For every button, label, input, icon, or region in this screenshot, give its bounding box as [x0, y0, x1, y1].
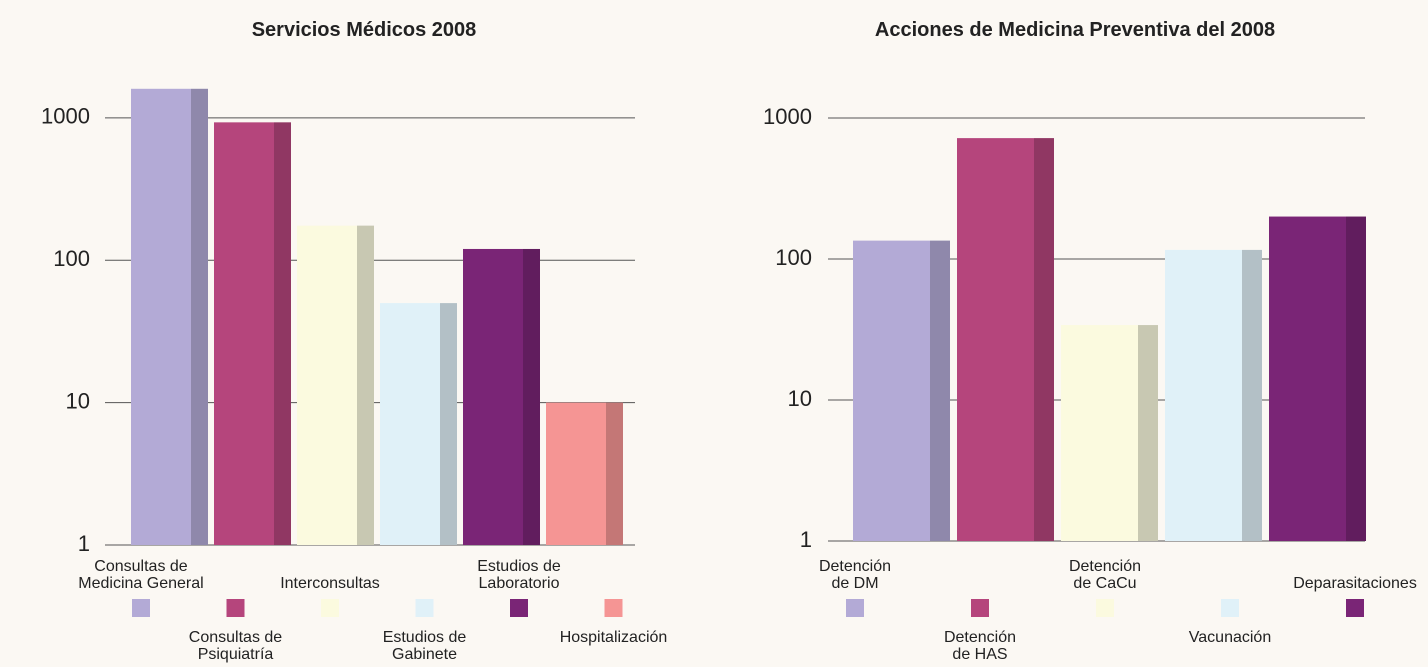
legend-label: Interconsultas — [280, 575, 380, 592]
bar-side-shade — [1242, 250, 1262, 541]
bar — [1165, 250, 1242, 541]
bar — [131, 89, 191, 545]
legend-swatch — [1096, 599, 1114, 617]
chart-title: Acciones de Medicina Preventiva del 2008 — [875, 19, 1275, 41]
legend-swatch — [321, 599, 339, 617]
bar-side-shade — [274, 122, 291, 545]
bar — [380, 303, 440, 545]
bar — [297, 226, 357, 545]
charts: Servicios Médicos 2008 1 10 100 1000 Consulta… — [0, 0, 1428, 667]
legend-swatch — [416, 599, 434, 617]
legend-swatch — [846, 599, 864, 617]
bar-side-shade — [440, 303, 457, 545]
bar-side-shade — [191, 89, 208, 545]
bar — [546, 403, 606, 545]
legend-swatch — [132, 599, 150, 617]
y-tick-label: 1 — [800, 527, 812, 552]
legend-label: Deparasitaciones — [1293, 575, 1417, 592]
bar — [853, 241, 930, 541]
y-tick-label: 1 — [78, 531, 90, 556]
legend-swatch — [510, 599, 528, 617]
page: Servicios Médicos 2008 1 10 100 1000 Consulta… — [0, 0, 1428, 667]
y-tick-label: 10 — [66, 388, 90, 413]
bar-side-shade — [1138, 325, 1158, 541]
bar-side-shade — [930, 241, 950, 541]
bar-side-shade — [523, 249, 540, 545]
bar-side-shade — [606, 403, 623, 545]
legend-label: Hospitalización — [560, 629, 668, 646]
bar — [214, 122, 274, 545]
y-tick-label: 1000 — [763, 104, 812, 129]
bar — [463, 249, 523, 545]
bar — [1061, 325, 1138, 541]
legend-label: Vacunación — [1189, 629, 1271, 646]
legend-swatch — [1346, 599, 1364, 617]
bar — [957, 138, 1034, 541]
legend-swatch — [227, 599, 245, 617]
bar-side-shade — [357, 226, 374, 545]
bar — [1269, 217, 1346, 541]
y-tick-label: 100 — [775, 245, 812, 270]
y-tick-label: 100 — [53, 246, 90, 271]
legend-swatch — [1221, 599, 1239, 617]
legend-swatch — [971, 599, 989, 617]
y-tick-label: 10 — [788, 386, 812, 411]
bar-side-shade — [1346, 217, 1366, 541]
bar-side-shade — [1034, 138, 1054, 541]
legend-swatch — [605, 599, 623, 617]
chart-title: Servicios Médicos 2008 — [252, 19, 477, 41]
y-tick-label: 1000 — [41, 104, 90, 129]
